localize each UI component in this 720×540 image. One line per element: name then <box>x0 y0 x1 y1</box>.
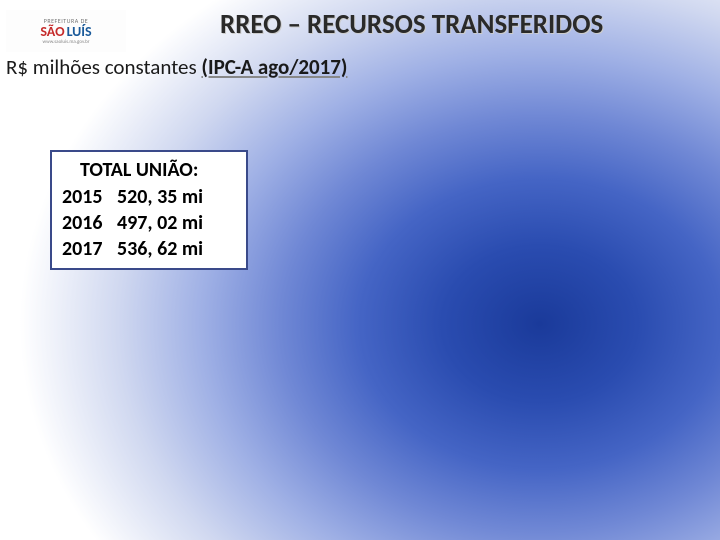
table-row: 2016 497, 02 mi <box>62 210 236 236</box>
logo-url: www.saoluis.ma.gov.br <box>43 40 90 45</box>
logo-luis: LUÍS <box>67 25 92 39</box>
subtitle-prefix: R$ milhões constantes <box>6 54 201 80</box>
logo-sao: SÃO <box>40 25 64 39</box>
row-value: 536, 62 mi <box>117 236 203 262</box>
table-row: 2015 520, 35 mi <box>62 184 236 210</box>
logo-main: SÃO LUÍS <box>40 25 91 39</box>
box-heading: TOTAL UNIÃO: <box>80 158 236 182</box>
total-uniao-box: TOTAL UNIÃO: 2015 520, 35 mi 2016 497, 0… <box>50 150 248 270</box>
row-value: 497, 02 mi <box>117 210 203 236</box>
table-row: 2017 536, 62 mi <box>62 236 236 262</box>
row-year: 2016 <box>62 210 117 236</box>
row-value: 520, 35 mi <box>117 184 203 210</box>
subtitle-underlined: (IPC-A ago/2017) <box>201 54 347 80</box>
logo-prefeitura: PREFEITURA DE SÃO LUÍS www.saoluis.ma.go… <box>6 10 126 52</box>
row-year: 2015 <box>62 184 117 210</box>
row-year: 2017 <box>62 236 117 262</box>
slide-subtitle: R$ milhões constantes (IPC-A ago/2017) <box>6 54 347 80</box>
slide-title: RREO – RECURSOS TRANSFERIDOS <box>220 8 603 41</box>
